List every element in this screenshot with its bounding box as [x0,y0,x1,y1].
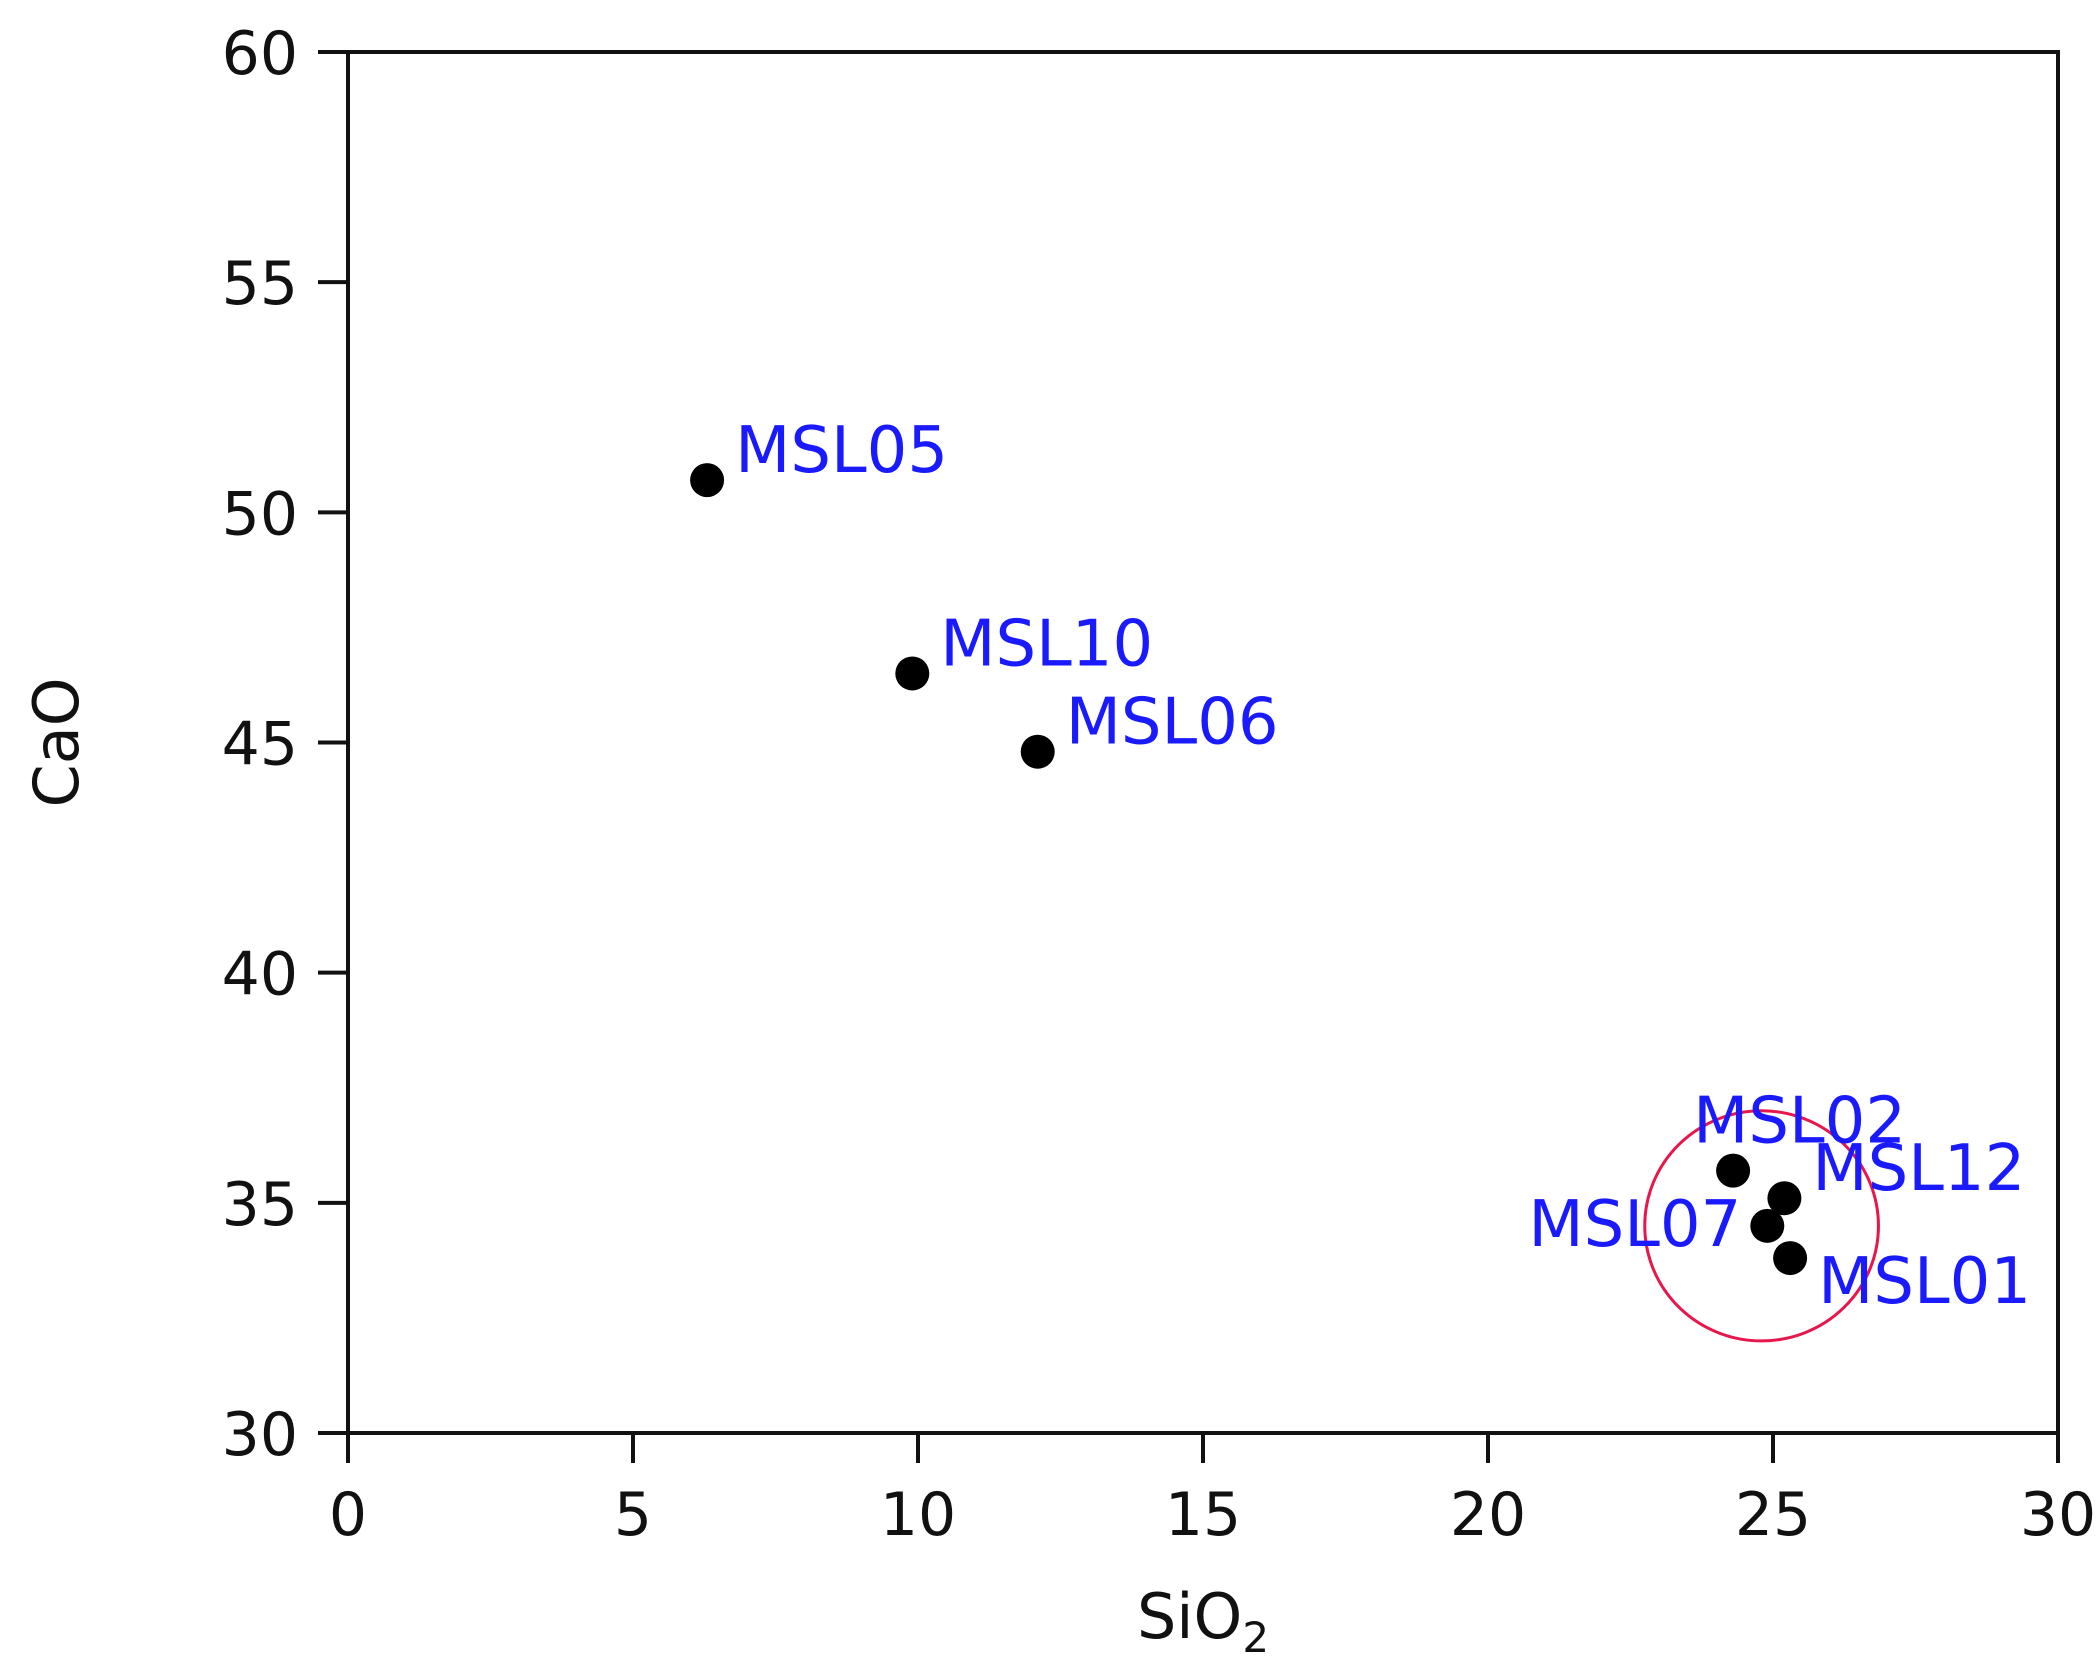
x-axis-ticks: 0 5 10 15 20 25 30 [329,1433,2096,1550]
highlight-group [1643,1109,1880,1343]
x-axis-label-main: SiO [1137,1580,1242,1653]
data-point-label-msl12: MSL12 [1812,1132,2025,1206]
x-tick-label: 25 [1735,1480,1811,1550]
y-axis-label: CaO [20,677,93,807]
data-point-msl06 [1020,734,1055,769]
y-axis-ticks: 30 35 40 45 50 55 60 [222,19,348,1470]
x-tick-label: 30 [2020,1480,2096,1550]
data-point-msl10 [895,656,930,691]
data-point-label-msl05: MSL05 [735,414,948,488]
data-point-msl12 [1767,1181,1802,1216]
data-point-msl07 [1750,1208,1785,1243]
data-point-label-msl02: MSL02 [1693,1085,1906,1159]
x-axis-label: SiO2 [1137,1580,1269,1662]
data-point-label-msl01: MSL01 [1818,1245,2031,1319]
x-tick-label: 15 [1165,1480,1241,1550]
data-point-label-msl10: MSL10 [940,607,1153,681]
data-point-msl02 [1716,1153,1751,1188]
y-tick-label: 35 [222,1170,298,1240]
data-point-label-msl06: MSL06 [1066,686,1279,760]
y-tick-label: 30 [222,1400,298,1470]
y-tick-label: 40 [222,940,298,1010]
x-tick-label: 5 [614,1480,652,1550]
data-points [690,463,1808,1276]
data-point-msl01 [1773,1241,1808,1276]
y-tick-label: 55 [222,249,298,319]
data-point-label-msl07: MSL07 [1528,1188,1741,1262]
data-point-msl05 [690,463,725,498]
y-tick-label: 60 [222,19,298,89]
y-tick-label: 50 [222,479,298,549]
y-tick-label: 45 [222,710,298,780]
x-tick-label: 10 [880,1480,956,1550]
x-tick-label: 0 [329,1480,367,1550]
x-axis-label-subscript: 2 [1242,1613,1269,1662]
x-tick-label: 20 [1450,1480,1526,1550]
highlight-circle [1643,1109,1880,1343]
